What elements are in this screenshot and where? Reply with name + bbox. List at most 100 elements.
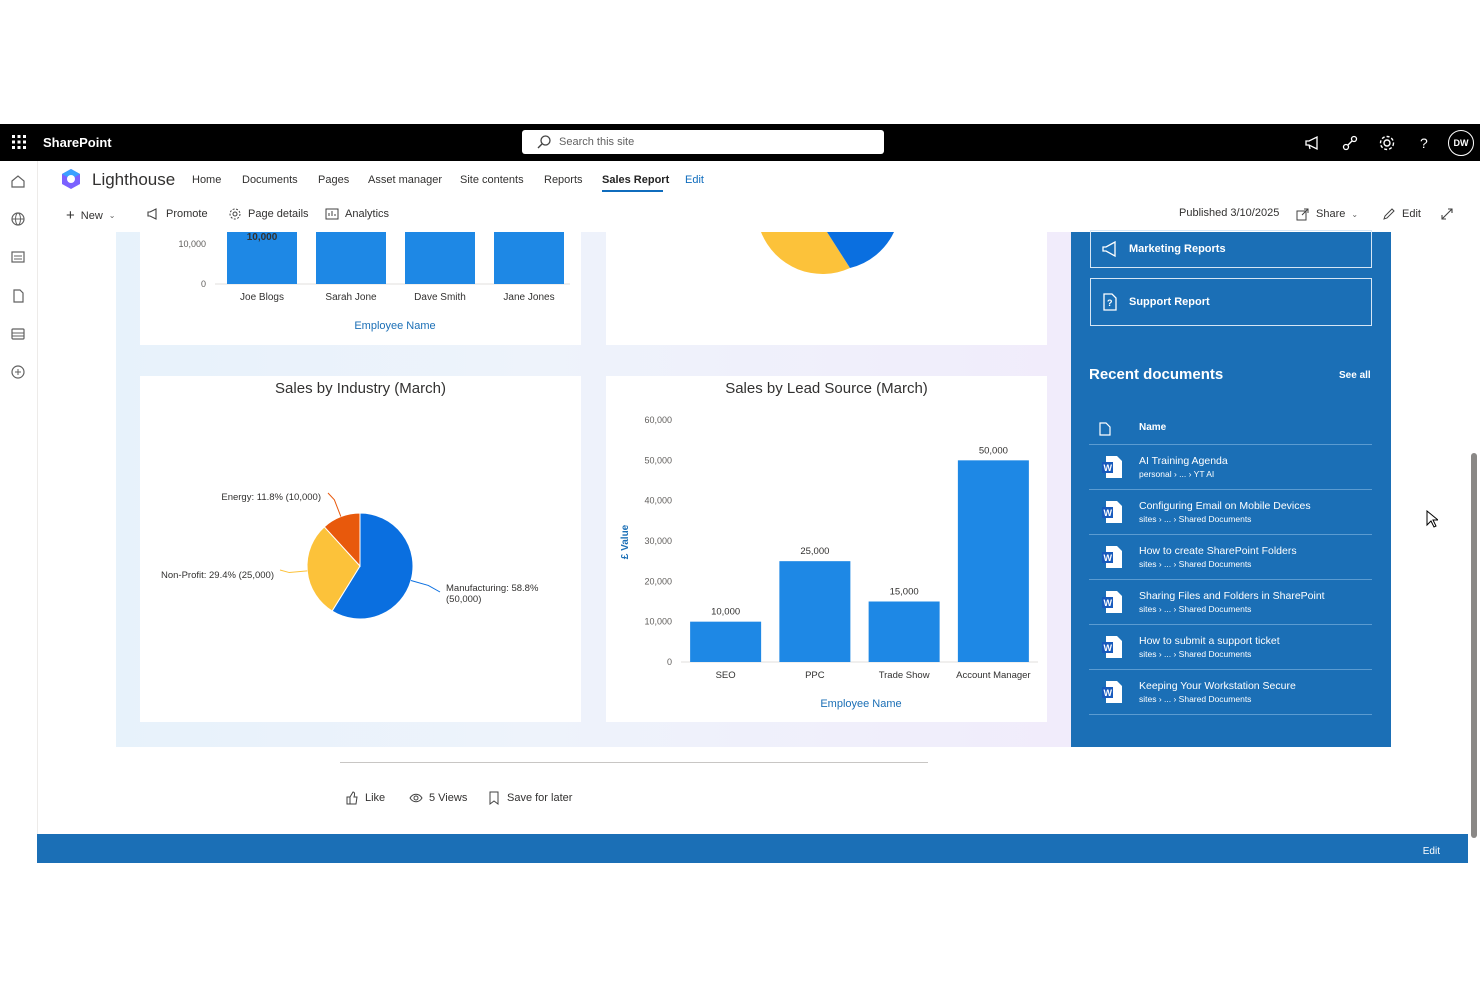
bar[interactable] <box>405 232 475 284</box>
leader-line <box>327 492 342 517</box>
quick-link-label: Marketing Reports <box>1129 243 1226 255</box>
footer-edit-link[interactable]: Edit <box>1422 846 1440 857</box>
nav-sales-report[interactable]: Sales Report <box>602 174 670 186</box>
search-icon <box>537 135 551 149</box>
document-row[interactable]: W Sharing Files and Folders in SharePoint… <box>1089 580 1372 625</box>
page-scrollbar[interactable] <box>1468 232 1480 863</box>
scrollbar-thumb[interactable] <box>1471 453 1477 838</box>
document-title[interactable]: Configuring Email on Mobile Devices <box>1139 500 1311 512</box>
bar[interactable] <box>690 621 762 662</box>
site-logo[interactable] <box>60 168 82 190</box>
see-all-link[interactable]: See all <box>1339 370 1371 381</box>
recent-documents-panel: Marketing Reports ? Support Report Recen… <box>1071 230 1391 747</box>
nav-documents[interactable]: Documents <box>242 174 298 186</box>
bookmark-icon <box>489 791 499 805</box>
nav-site-contents[interactable]: Site contents <box>460 174 524 186</box>
nav-home[interactable]: Home <box>192 174 222 186</box>
sales-by-industry-pie-chart: Manufacturing: 58.8% (50,000) Non-Profit: … <box>161 492 539 620</box>
home-icon[interactable] <box>10 173 26 189</box>
employee-sales-chart-card: Joe Blogs Sarah Jone Dave Smith Jane Jones 1… <box>140 232 581 345</box>
edit-button[interactable]: Edit <box>1382 207 1421 221</box>
slice-label: Energy: 11.8% (10,000) <box>221 492 321 503</box>
document-title[interactable]: Keeping Your Workstation Secure <box>1139 680 1296 692</box>
document-row[interactable]: W Keeping Your Workstation Secure sites › … <box>1089 670 1372 715</box>
nav-edit-link[interactable]: Edit <box>685 174 704 186</box>
bar[interactable] <box>316 232 386 284</box>
sales-by-lead-source-card: Sales by Lead Source (March) 60,000 50,00… <box>606 376 1047 722</box>
left-app-rail <box>0 161 38 863</box>
promote-button[interactable]: Promote <box>146 207 208 221</box>
settings-gear-icon[interactable] <box>1377 133 1397 153</box>
quick-link-support-report[interactable]: ? Support Report <box>1090 278 1372 326</box>
y-axis-title: £ Value <box>620 524 631 559</box>
new-label: New <box>80 209 103 222</box>
word-doc-icon: W <box>1102 456 1122 478</box>
app-launcher-icon[interactable] <box>11 134 27 150</box>
document-row[interactable]: W AI Training Agenda personal › ... › YT A… <box>1089 445 1372 490</box>
data-label: 25,000 <box>800 546 829 557</box>
views-count: 5 Views <box>409 791 467 805</box>
like-button[interactable]: Like <box>345 791 385 805</box>
nav-pages[interactable]: Pages <box>318 174 350 186</box>
bar[interactable] <box>957 460 1029 662</box>
document-title[interactable]: Sharing Files and Folders in SharePoint <box>1139 590 1325 602</box>
x-tick-label: Dave Smith <box>414 292 466 303</box>
bar[interactable] <box>227 232 297 284</box>
lists-icon[interactable] <box>10 326 26 342</box>
site-title[interactable]: Lighthouse <box>92 170 176 189</box>
pie-slice[interactable] <box>306 526 361 612</box>
megaphone-icon[interactable] <box>1303 133 1323 153</box>
documents-column-header: Name <box>1089 416 1372 445</box>
word-doc-icon: W <box>1102 636 1122 658</box>
document-title[interactable]: How to create SharePoint Folders <box>1139 545 1297 557</box>
search-box[interactable]: Search this site <box>522 130 884 154</box>
column-name[interactable]: Name <box>1139 422 1167 433</box>
x-tick-label: PPC <box>805 670 825 681</box>
bar[interactable] <box>494 232 564 284</box>
page-details-button[interactable]: Page details <box>228 207 309 221</box>
app-name[interactable]: SharePoint <box>43 135 112 150</box>
pie-slice-yellow <box>761 232 850 275</box>
megaphone-icon <box>1102 240 1116 258</box>
bar[interactable] <box>868 601 940 663</box>
pie-slice-blue <box>827 232 894 268</box>
share-feed-icon[interactable] <box>1340 133 1360 153</box>
data-label: 50,000 <box>979 445 1008 456</box>
y-tick-label: 40,000 <box>644 496 672 506</box>
quick-link-marketing-reports[interactable]: Marketing Reports <box>1090 230 1372 268</box>
avatar[interactable]: DW <box>1448 130 1474 156</box>
document-row[interactable]: W How to create SharePoint Folders sites ›… <box>1089 535 1372 580</box>
share-button[interactable]: Share ⌄ <box>1296 207 1358 221</box>
help-icon[interactable]: ? <box>1414 133 1434 153</box>
y-tick-label: 10,000 <box>178 239 206 249</box>
add-circle-icon[interactable] <box>10 364 26 380</box>
chevron-down-icon: ⌄ <box>108 211 116 220</box>
document-path: sites › ... › Shared Documents <box>1139 649 1252 659</box>
document-row[interactable]: W How to submit a support ticket sites › .… <box>1089 625 1372 670</box>
document-row[interactable]: W Configuring Email on Mobile Devices site… <box>1089 490 1372 535</box>
active-nav-indicator <box>602 190 663 192</box>
pie-slice[interactable] <box>323 512 361 568</box>
published-status: Published 3/10/2025 <box>1179 207 1280 219</box>
y-tick-label: 50,000 <box>644 455 672 465</box>
nav-reports[interactable]: Reports <box>544 174 583 186</box>
new-button[interactable]: + New ⌄ <box>66 207 115 224</box>
divider <box>340 762 928 763</box>
save-for-later-button[interactable]: Save for later <box>487 791 572 805</box>
expand-icon[interactable] <box>1440 207 1454 221</box>
pie-slice[interactable] <box>331 512 414 620</box>
plus-icon: + <box>66 207 75 224</box>
news-icon[interactable] <box>10 249 26 265</box>
analytics-button[interactable]: Analytics <box>325 207 389 221</box>
globe-icon[interactable] <box>10 211 26 227</box>
share-label: Share <box>1316 208 1346 220</box>
search-placeholder: Search this site <box>559 136 635 148</box>
document-title[interactable]: AI Training Agenda <box>1139 455 1228 467</box>
chevron-down-icon: ⌄ <box>1351 209 1359 219</box>
document-title[interactable]: How to submit a support ticket <box>1139 635 1280 647</box>
bar[interactable] <box>779 561 851 662</box>
document-icon[interactable] <box>10 288 26 304</box>
document-path: sites › ... › Shared Documents <box>1139 604 1252 614</box>
nav-asset-manager[interactable]: Asset manager <box>368 174 442 186</box>
slice-label: Manufacturing: 58.8% (50,000) <box>446 583 539 605</box>
